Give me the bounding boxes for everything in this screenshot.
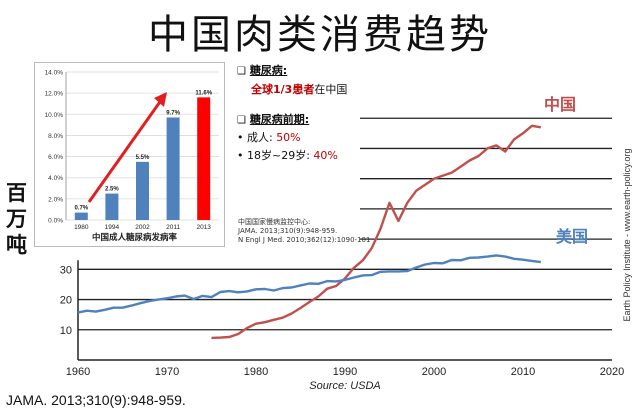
diabetes-prevalence-chart: 0.0% 2.0% 4.0% 6.0% 8.0% 10.0% 12.0% 14.0% 0.7% 1… <box>34 62 225 247</box>
diabetes-line: 全球1/3患者在中国 <box>237 81 437 97</box>
inset-x-tick-label: 2013 <box>196 224 211 231</box>
inset-bar-value-label: 5.5% <box>136 155 150 161</box>
x-tick-label: 1980 <box>244 366 268 378</box>
china-series-label: 中国 <box>544 95 576 114</box>
small-citation-line: 中国国家慢病监控中心: <box>238 218 311 226</box>
inset-bar <box>166 117 180 220</box>
adult-rate-line: • 成人: 50% <box>237 129 437 145</box>
x-tick-label: 1990 <box>333 366 357 378</box>
youth-rate-line: • 18岁~29岁: 40% <box>237 147 437 163</box>
inset-chart-title: 中国成人糖尿病发病率 <box>92 232 178 243</box>
diabetes-line-highlight: 全球1/3患者 <box>251 83 315 96</box>
adult-rate-value: 50% <box>276 131 301 144</box>
inset-bar <box>197 97 211 220</box>
inset-y-tick-label: 8.0% <box>48 133 63 140</box>
x-tick-label: 2010 <box>511 366 535 378</box>
usa-series-label: 美国 <box>556 227 588 246</box>
inset-bar-value-label: 0.7% <box>74 206 88 212</box>
youth-rate-label: • 18岁~29岁: <box>237 149 314 162</box>
x-tick-label: 2020 <box>600 366 624 378</box>
inset-x-tick-label: 2011 <box>166 224 180 231</box>
checkbox-icon: ❑ <box>237 66 246 77</box>
small-citation-line: N Engl J Med. 2010;362(12):1090-101 <box>238 236 371 244</box>
inset-y-tick-label: 2.0% <box>48 196 63 203</box>
prediabetes-heading-text: 糖尿病前期: <box>249 113 310 126</box>
x-tick-label: 2000 <box>422 366 446 378</box>
inset-bar-value-label: 9.7% <box>166 110 180 116</box>
inset-bar <box>105 193 119 220</box>
inset-y-tick-label: 10.0% <box>45 112 64 119</box>
inset-bar <box>136 161 149 220</box>
x-tick-label: 1960 <box>66 366 90 378</box>
notes-block: ❑ 糖尿病: 全球1/3患者在中国 ❑ 糖尿病前期: • 成人: 50% • 1… <box>237 62 437 163</box>
inset-x-tick-label: 1994 <box>105 224 120 231</box>
small-citation: 中国国家慢病监控中心: JAMA. 2013;310(9):948-959. N… <box>238 218 370 245</box>
adult-rate-label: • 成人: <box>237 131 277 144</box>
diabetes-line-rest: 在中国 <box>314 83 348 96</box>
trend-arrow-shaft <box>87 98 164 203</box>
trend-arrow-head <box>154 92 167 107</box>
diabetes-heading-text: 糖尿病: <box>249 64 288 77</box>
inset-bar-value-label: 2.5% <box>105 187 119 193</box>
inset-y-tick-label: 6.0% <box>48 154 63 161</box>
inset-panel: 0.0% 2.0% 4.0% 6.0% 8.0% 10.0% 12.0% 14.0% 0.7% 1… <box>34 62 225 247</box>
source-label: Source: USDA <box>309 380 381 392</box>
inset-bar <box>74 212 88 220</box>
reference-citation: JAMA. 2013;310(9):948-959. <box>6 392 186 408</box>
inset-y-tick-label: 14.0% <box>45 70 64 77</box>
slide-title: 中国肉类消费趋势 <box>148 12 492 58</box>
china-series-line <box>211 124 541 340</box>
inset-y-tick-label: 12.0% <box>45 91 64 98</box>
youth-rate-value: 40% <box>313 149 338 162</box>
checkbox-icon: ❑ <box>237 115 246 126</box>
inset-bar-value-label: 11.6% <box>195 90 212 96</box>
inset-x-tick-label: 2002 <box>135 224 150 231</box>
side-watermark: Earth Policy Institute - www.earth-polic… <box>622 149 632 322</box>
diabetes-heading: ❑ 糖尿病: <box>237 62 437 78</box>
y-tick-label: 10 <box>60 325 72 337</box>
prediabetes-heading: ❑ 糖尿病前期: <box>237 111 437 127</box>
y-tick-label: 30 <box>60 264 72 276</box>
inset-y-tick-label: 4.0% <box>48 175 63 182</box>
y-axis-unit-label: 百万吨 <box>6 180 27 257</box>
y-tick-label: 20 <box>60 295 72 307</box>
x-tick-label: 1970 <box>155 366 179 378</box>
small-citation-line: JAMA. 2013;310(9):948-959. <box>238 227 338 235</box>
usa-series-line <box>77 254 541 314</box>
inset-y-tick-label: 0.0% <box>48 218 63 225</box>
inset-x-tick-label: 1980 <box>74 224 89 231</box>
